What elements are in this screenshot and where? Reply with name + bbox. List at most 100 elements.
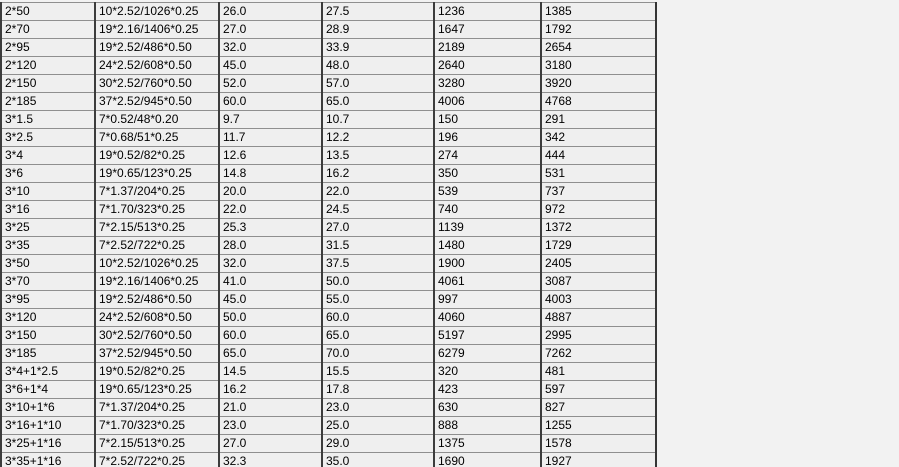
table-cell: 3920 — [540, 74, 656, 93]
table-cell: 320 — [433, 362, 541, 381]
table-cell: 531 — [540, 164, 656, 183]
table-cell: 25.0 — [321, 416, 434, 435]
table-row: 3*70 19*2.16/1406*0.25 41.0 50.0 4061 3087 — [0, 272, 656, 291]
table-row: 3*4+1*2.5 19*0.52/82*0.25 14.5 15.5 320 481 — [0, 362, 656, 381]
table-cell: 19*2.52/486*0.50 — [94, 38, 219, 57]
table-cell: 444 — [540, 146, 656, 165]
table-cell: 50.0 — [321, 272, 434, 291]
table-cell: 3*1.5 — [0, 110, 95, 129]
table-row: 2*70 19*2.16/1406*0.25 27.0 28.9 1647 1792 — [0, 20, 656, 39]
table-cell: 45.0 — [218, 56, 322, 75]
table-cell: 3*150 — [0, 326, 95, 345]
table-cell: 65.0 — [218, 344, 322, 363]
table-row: 3*16 7*1.70/323*0.25 22.0 24.5 740 972 — [0, 200, 656, 219]
table-row: 3*25+1*16 7*2.15/513*0.25 27.0 29.0 1375 1578 — [0, 434, 656, 453]
table-row: 2*150 30*2.52/760*0.50 52.0 57.0 3280 3920 — [0, 74, 656, 93]
table-cell: 30*2.52/760*0.50 — [94, 326, 219, 345]
table-cell: 35.0 — [321, 452, 434, 467]
table-cell: 291 — [540, 110, 656, 129]
table-row: 3*6 19*0.65/123*0.25 14.8 16.2 350 531 — [0, 164, 656, 183]
table-cell: 2*95 — [0, 38, 95, 57]
table-cell: 7*1.37/204*0.25 — [94, 182, 219, 201]
table-cell: 2654 — [540, 38, 656, 57]
table-cell: 27.0 — [218, 20, 322, 39]
table-cell: 26.0 — [218, 2, 322, 21]
table-cell: 60.0 — [218, 326, 322, 345]
table-cell: 997 — [433, 290, 541, 309]
table-cell: 350 — [433, 164, 541, 183]
table-cell: 1900 — [433, 254, 541, 273]
table-cell: 60.0 — [218, 92, 322, 111]
table-cell: 597 — [540, 380, 656, 399]
table-cell: 1236 — [433, 2, 541, 21]
table-row: 2*185 37*2.52/945*0.50 60.0 65.0 4006 4768 — [0, 92, 656, 111]
table-cell: 342 — [540, 128, 656, 147]
table-cell: 7*2.15/513*0.25 — [94, 434, 219, 453]
table-cell: 2*150 — [0, 74, 95, 93]
table-cell: 1255 — [540, 416, 656, 435]
table-row: 2*120 24*2.52/608*0.50 45.0 48.0 2640 3180 — [0, 56, 656, 75]
table-cell: 3*70 — [0, 272, 95, 291]
table-row: 3*4 19*0.52/82*0.25 12.6 13.5 274 444 — [0, 146, 656, 165]
table-cell: 1480 — [433, 236, 541, 255]
table-cell: 3*10 — [0, 182, 95, 201]
table-cell: 10.7 — [321, 110, 434, 129]
table-cell: 16.2 — [321, 164, 434, 183]
table-cell: 196 — [433, 128, 541, 147]
table-cell: 3*2.5 — [0, 128, 95, 147]
table-cell: 3*120 — [0, 308, 95, 327]
table-cell: 3*185 — [0, 344, 95, 363]
table-cell: 3*16 — [0, 200, 95, 219]
table-row: 3*35+1*16 7*2.52/722*0.25 32.3 35.0 1690 1927 — [0, 452, 656, 467]
table-cell: 3*35+1*16 — [0, 452, 95, 467]
table-cell: 3*35 — [0, 236, 95, 255]
table-cell: 70.0 — [321, 344, 434, 363]
table-cell: 7*1.70/323*0.25 — [94, 416, 219, 435]
table-cell: 19*2.52/486*0.50 — [94, 290, 219, 309]
table-cell: 24*2.52/608*0.50 — [94, 56, 219, 75]
table-cell: 4006 — [433, 92, 541, 111]
table-cell: 65.0 — [321, 92, 434, 111]
table-cell: 37*2.52/945*0.50 — [94, 92, 219, 111]
table-cell: 3*10+1*6 — [0, 398, 95, 417]
table-cell: 827 — [540, 398, 656, 417]
table-cell: 3*4 — [0, 146, 95, 165]
table-cell: 1375 — [433, 434, 541, 453]
table-cell: 888 — [433, 416, 541, 435]
table-cell: 27.5 — [321, 2, 434, 21]
table-cell: 737 — [540, 182, 656, 201]
table-cell: 19*2.16/1406*0.25 — [94, 272, 219, 291]
table-cell: 32.0 — [218, 38, 322, 57]
table-cell: 19*0.65/123*0.25 — [94, 164, 219, 183]
table-row: 3*10+1*6 7*1.37/204*0.25 21.0 23.0 630 827 — [0, 398, 656, 417]
table-cell: 19*0.52/82*0.25 — [94, 362, 219, 381]
table-row: 3*16+1*10 7*1.70/323*0.25 23.0 25.0 888 1255 — [0, 416, 656, 435]
table-cell: 12.6 — [218, 146, 322, 165]
table-cell: 7*2.15/513*0.25 — [94, 218, 219, 237]
table-cell: 24.5 — [321, 200, 434, 219]
table-row: 3*10 7*1.37/204*0.25 20.0 22.0 539 737 — [0, 182, 656, 201]
table-row: 3*1.5 7*0.52/48*0.20 9.7 10.7 150 291 — [0, 110, 656, 129]
table-cell: 2405 — [540, 254, 656, 273]
table-cell: 4061 — [433, 272, 541, 291]
table-cell: 2*120 — [0, 56, 95, 75]
table-cell: 3280 — [433, 74, 541, 93]
table-cell: 14.8 — [218, 164, 322, 183]
table-cell: 45.0 — [218, 290, 322, 309]
table-row: 3*25 7*2.15/513*0.25 25.3 27.0 1139 1372 — [0, 218, 656, 237]
table-cell: 7*1.37/204*0.25 — [94, 398, 219, 417]
table-cell: 25.3 — [218, 218, 322, 237]
table-cell: 55.0 — [321, 290, 434, 309]
table-cell: 28.0 — [218, 236, 322, 255]
table-cell: 1729 — [540, 236, 656, 255]
table-cell: 3*25 — [0, 218, 95, 237]
table-cell: 2640 — [433, 56, 541, 75]
table-cell: 19*2.16/1406*0.25 — [94, 20, 219, 39]
table-cell: 1792 — [540, 20, 656, 39]
table-cell: 12.2 — [321, 128, 434, 147]
table-cell: 33.9 — [321, 38, 434, 57]
table-cell: 972 — [540, 200, 656, 219]
table-cell: 7*0.52/48*0.20 — [94, 110, 219, 129]
table-cell: 2995 — [540, 326, 656, 345]
table-cell: 24*2.52/608*0.50 — [94, 308, 219, 327]
